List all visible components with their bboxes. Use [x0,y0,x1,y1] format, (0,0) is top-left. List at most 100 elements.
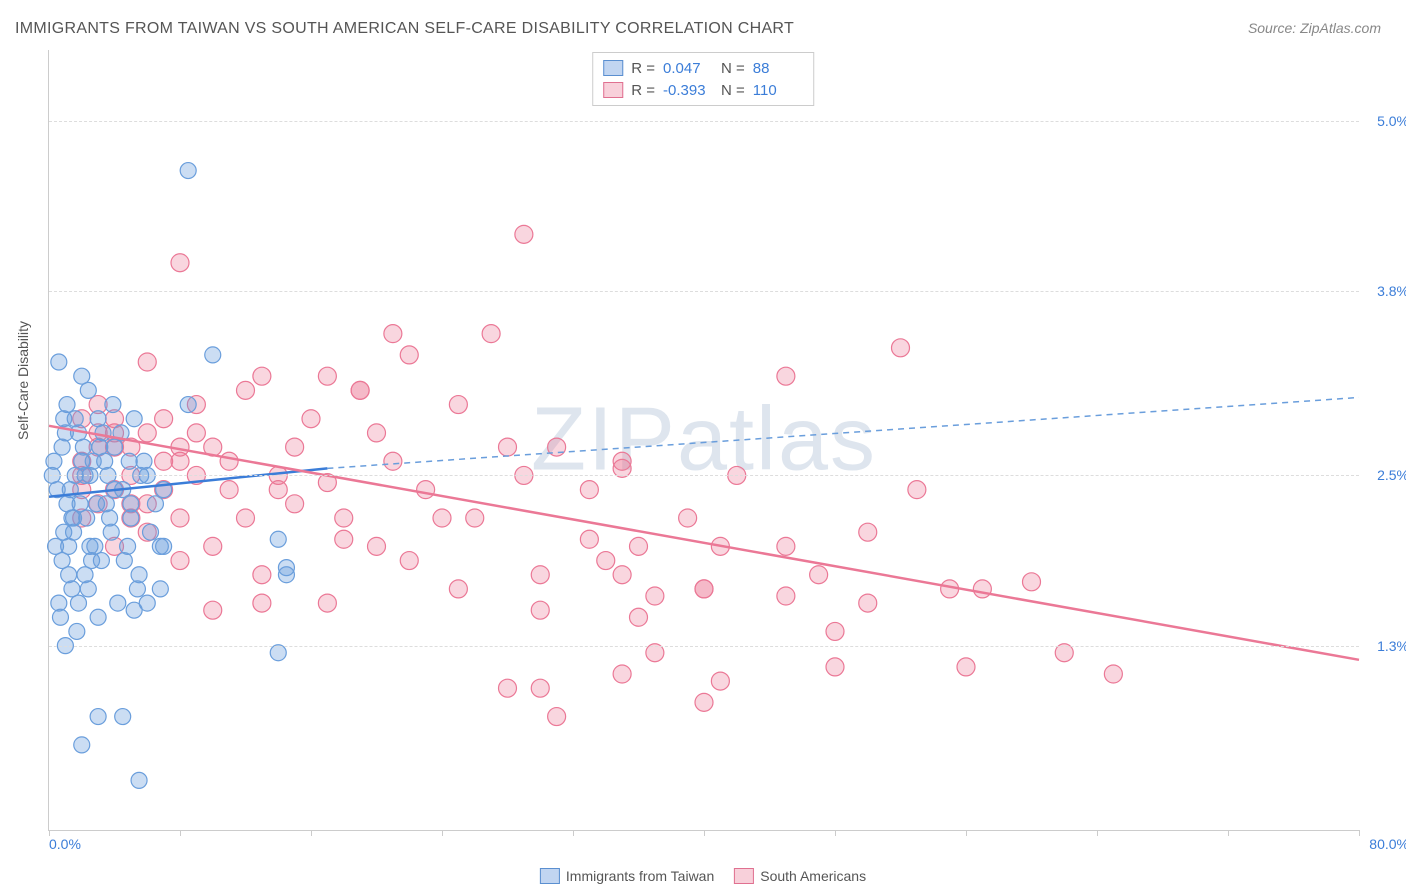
scatter-point [51,595,67,611]
scatter-point [630,608,648,626]
scatter-point [368,537,386,555]
x-tick-mark [835,830,836,836]
scatter-point [75,439,91,455]
scatter-point [180,397,196,413]
scatter-point [82,538,98,554]
scatter-point [102,510,118,526]
scatter-point [826,622,844,640]
scatter-point [205,347,221,363]
legend-pink-r: -0.393 [663,82,713,99]
scatter-point [777,537,795,555]
x-start-label: 0.0% [49,836,81,852]
x-tick-mark [704,830,705,836]
x-tick-mark [1359,830,1360,836]
scatter-point [269,481,287,499]
legend-pink-n: 110 [753,82,803,99]
x-tick-mark [311,830,312,836]
scatter-point [95,425,111,441]
legend-r-label: R = [631,82,655,99]
x-tick-mark [966,830,967,836]
scatter-point [110,595,126,611]
scatter-point [115,709,131,725]
scatter-point [152,581,168,597]
scatter-point [400,346,418,364]
legend-blue-r: 0.047 [663,60,713,77]
scatter-point [384,325,402,343]
scatter-point [278,560,294,576]
scatter-point [92,439,108,455]
scatter-point [143,524,159,540]
scatter-point [449,580,467,598]
scatter-point [54,553,70,569]
swatch-blue [540,868,560,884]
scatter-point [56,411,72,427]
scatter-point [286,495,304,513]
scatter-point [156,538,172,554]
scatter-point [126,411,142,427]
scatter-point [77,567,93,583]
scatter-point [46,453,62,469]
scatter-point [48,538,64,554]
scatter-point [107,439,123,455]
x-tick-mark [573,830,574,836]
scatter-point [74,368,90,384]
scatter-point [253,566,271,584]
legend-item-blue: Immigrants from Taiwan [540,868,714,884]
scatter-point [646,587,664,605]
scatter-point [129,581,145,597]
scatter-point [138,424,156,442]
scatter-point [548,708,566,726]
scatter-point [123,496,139,512]
scatter-point [253,594,271,612]
scatter-point [171,254,189,272]
x-tick-mark [1228,830,1229,836]
scatter-point [597,552,615,570]
scatter-point [711,672,729,690]
scatter-point [70,595,86,611]
chart-title: IMMIGRANTS FROM TAIWAN VS SOUTH AMERICAN… [15,20,794,38]
scatter-point [384,452,402,470]
scatter-point [499,679,517,697]
x-tick-mark [1097,830,1098,836]
scatter-point [139,595,155,611]
trend-line [49,426,1359,660]
scatter-point [400,552,418,570]
scatter-point [97,453,113,469]
y-tick-label: 3.8% [1364,283,1406,299]
legend-blue-label: Immigrants from Taiwan [566,868,714,884]
scatter-point [318,367,336,385]
legend-row-pink: R = -0.393 N = 110 [603,79,803,101]
legend-item-pink: South Americans [734,868,866,884]
scatter-point [80,581,96,597]
scatter-point [859,523,877,541]
scatter-point [531,601,549,619]
scatter-point [90,411,106,427]
scatter-point [613,566,631,584]
scatter-point [515,225,533,243]
scatter-point [810,566,828,584]
scatter-point [482,325,500,343]
scatter-point [138,353,156,371]
scatter-point [116,553,132,569]
y-axis-label: Self-Care Disability [15,321,31,440]
scatter-point [335,530,353,548]
source-attribution: Source: ZipAtlas.com [1248,20,1381,36]
y-tick-label: 2.5% [1364,467,1406,483]
scatter-point [66,524,82,540]
scatter-point [580,530,598,548]
scatter-point [204,537,222,555]
scatter-point [695,693,713,711]
scatter-point [253,367,271,385]
gridline [49,121,1359,122]
scatter-point [52,609,68,625]
scatter-point [59,397,75,413]
swatch-pink [603,82,623,98]
scatter-point [79,510,95,526]
scatter-point [59,496,75,512]
scatter-point [433,509,451,527]
scatter-point [64,581,80,597]
scatter-point [61,567,77,583]
x-end-label: 80.0% [1369,836,1406,852]
scatter-point [286,438,304,456]
scatter-point [908,481,926,499]
